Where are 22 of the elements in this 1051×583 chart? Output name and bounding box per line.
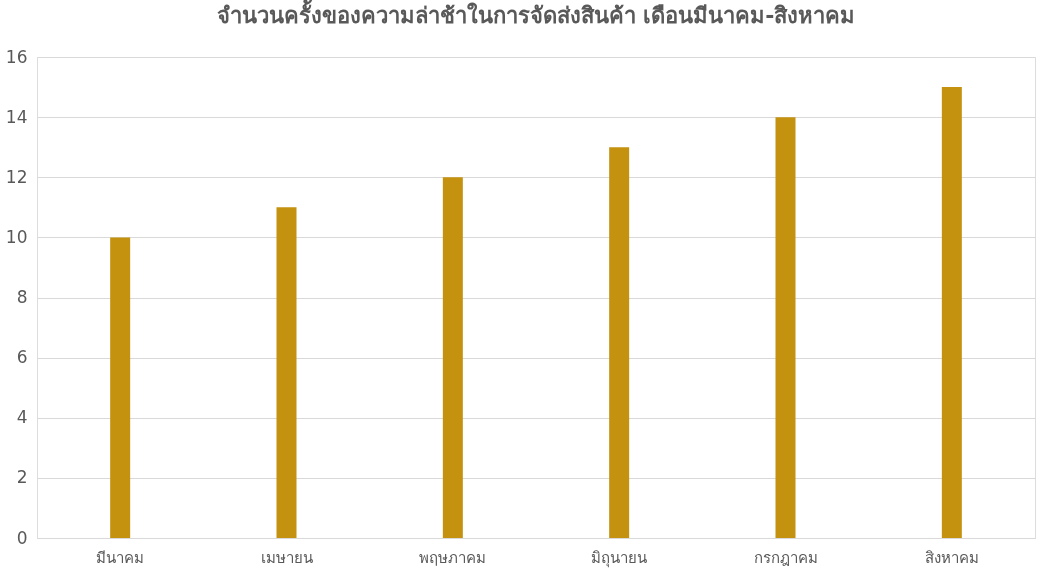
x-tick-label: เมษายน [260, 548, 313, 567]
x-tick-label: สิงหาคม [924, 548, 979, 567]
bar [775, 117, 796, 538]
y-tick-label: 10 [5, 226, 28, 247]
y-tick-label: 6 [16, 347, 28, 368]
x-tick-label: มิถุนายน [591, 548, 648, 568]
bar [941, 87, 962, 538]
y-tick-label: 14 [5, 106, 28, 127]
bar [276, 207, 297, 538]
y-tick-label: 4 [16, 407, 28, 428]
y-tick-label: 16 [5, 46, 28, 67]
x-tick-label: กรกฎาคม [753, 548, 818, 567]
x-tick-label: มีนาคม [96, 548, 145, 567]
bar [110, 237, 131, 538]
y-tick-label: 2 [16, 467, 28, 488]
y-tick-label: 12 [5, 166, 28, 187]
y-tick-label: 8 [16, 287, 28, 307]
bar [609, 147, 630, 538]
y-tick-label: 0 [16, 527, 28, 548]
x-tick-label: พฤษภาคม [419, 548, 487, 567]
bar [442, 177, 463, 538]
chart-title: จำนวนครั้งของความล่าช้าในการจัดส่งสินค้า เดือนมีนาคม-สิงหาคม [216, 0, 856, 28]
